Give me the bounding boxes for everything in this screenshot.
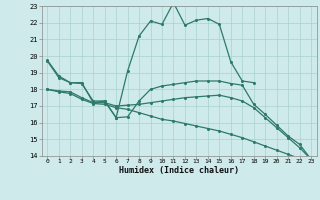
X-axis label: Humidex (Indice chaleur): Humidex (Indice chaleur) (119, 166, 239, 175)
